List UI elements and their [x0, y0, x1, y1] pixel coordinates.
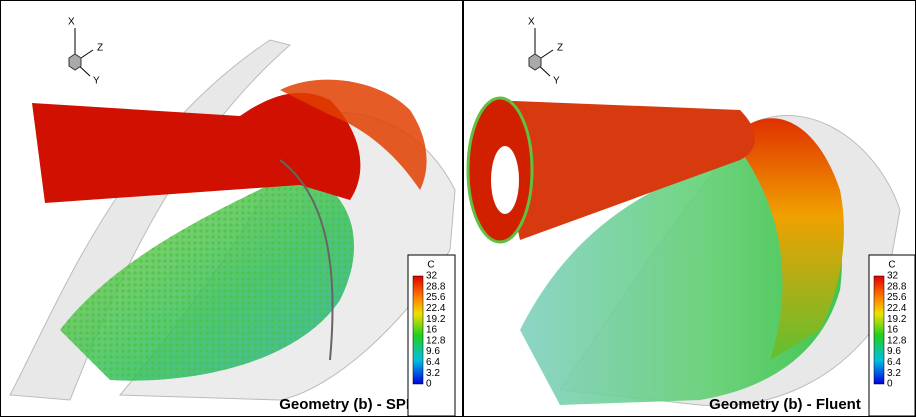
colorbar-tick-label: 22.4 [426, 303, 446, 314]
colorbar-tick-label: 19.2 [887, 314, 907, 325]
colorbar-tick-label: 25.6 [887, 292, 907, 303]
colorbar-tick-label: 6.4 [426, 357, 440, 368]
colorbar-tick-label: 16 [887, 325, 899, 336]
colorbar-tick-label: 32 [426, 271, 438, 282]
colorbar-tick-label: 16 [426, 325, 438, 336]
colorbar-tick-label: 0 [426, 379, 432, 390]
axis-label: Y [553, 76, 560, 87]
colorbar-tick-label: 3.2 [426, 368, 440, 379]
axis-label: Y [93, 76, 100, 87]
axis-cube [68, 53, 82, 71]
caption: Geometry (b) - Fluent [709, 396, 861, 413]
colorbar-gradient [412, 275, 424, 385]
axis-label: Z [557, 43, 563, 54]
axis-cube [528, 53, 542, 71]
axis-label: X [528, 17, 535, 28]
colorbar-tick-label: 25.6 [426, 292, 446, 303]
colorbar-title: C [427, 260, 434, 271]
axis-label: X [68, 17, 75, 28]
caption: Geometry (b) - SPH [279, 396, 417, 413]
colorbar-tick-label: 32 [887, 271, 899, 282]
colorbar-tick-label: 0 [887, 379, 893, 390]
colorbar-tick-label: 12.8 [426, 335, 446, 346]
colorbar-tick-label: 28.8 [887, 281, 907, 292]
colorbar-tick-label: 6.4 [887, 357, 901, 368]
colorbar-title: C [888, 260, 895, 271]
colorbar-tick-label: 12.8 [887, 335, 907, 346]
colorbar-tick-label: 9.6 [426, 346, 440, 357]
axis-label: Z [97, 43, 103, 54]
colorbar-tick-label: 28.8 [426, 281, 446, 292]
colorbar-tick-label: 19.2 [426, 314, 446, 325]
axis-triad: X Z Y [528, 17, 563, 87]
sph-render [9, 39, 456, 401]
colorbar-tick-label: 9.6 [887, 346, 901, 357]
colorbar-gradient [873, 275, 885, 385]
colorbar-tick-label: 22.4 [887, 303, 907, 314]
fluent-render [466, 96, 901, 407]
colorbar-tick-label: 3.2 [887, 368, 901, 379]
axis-triad: X Z Y [68, 17, 103, 87]
